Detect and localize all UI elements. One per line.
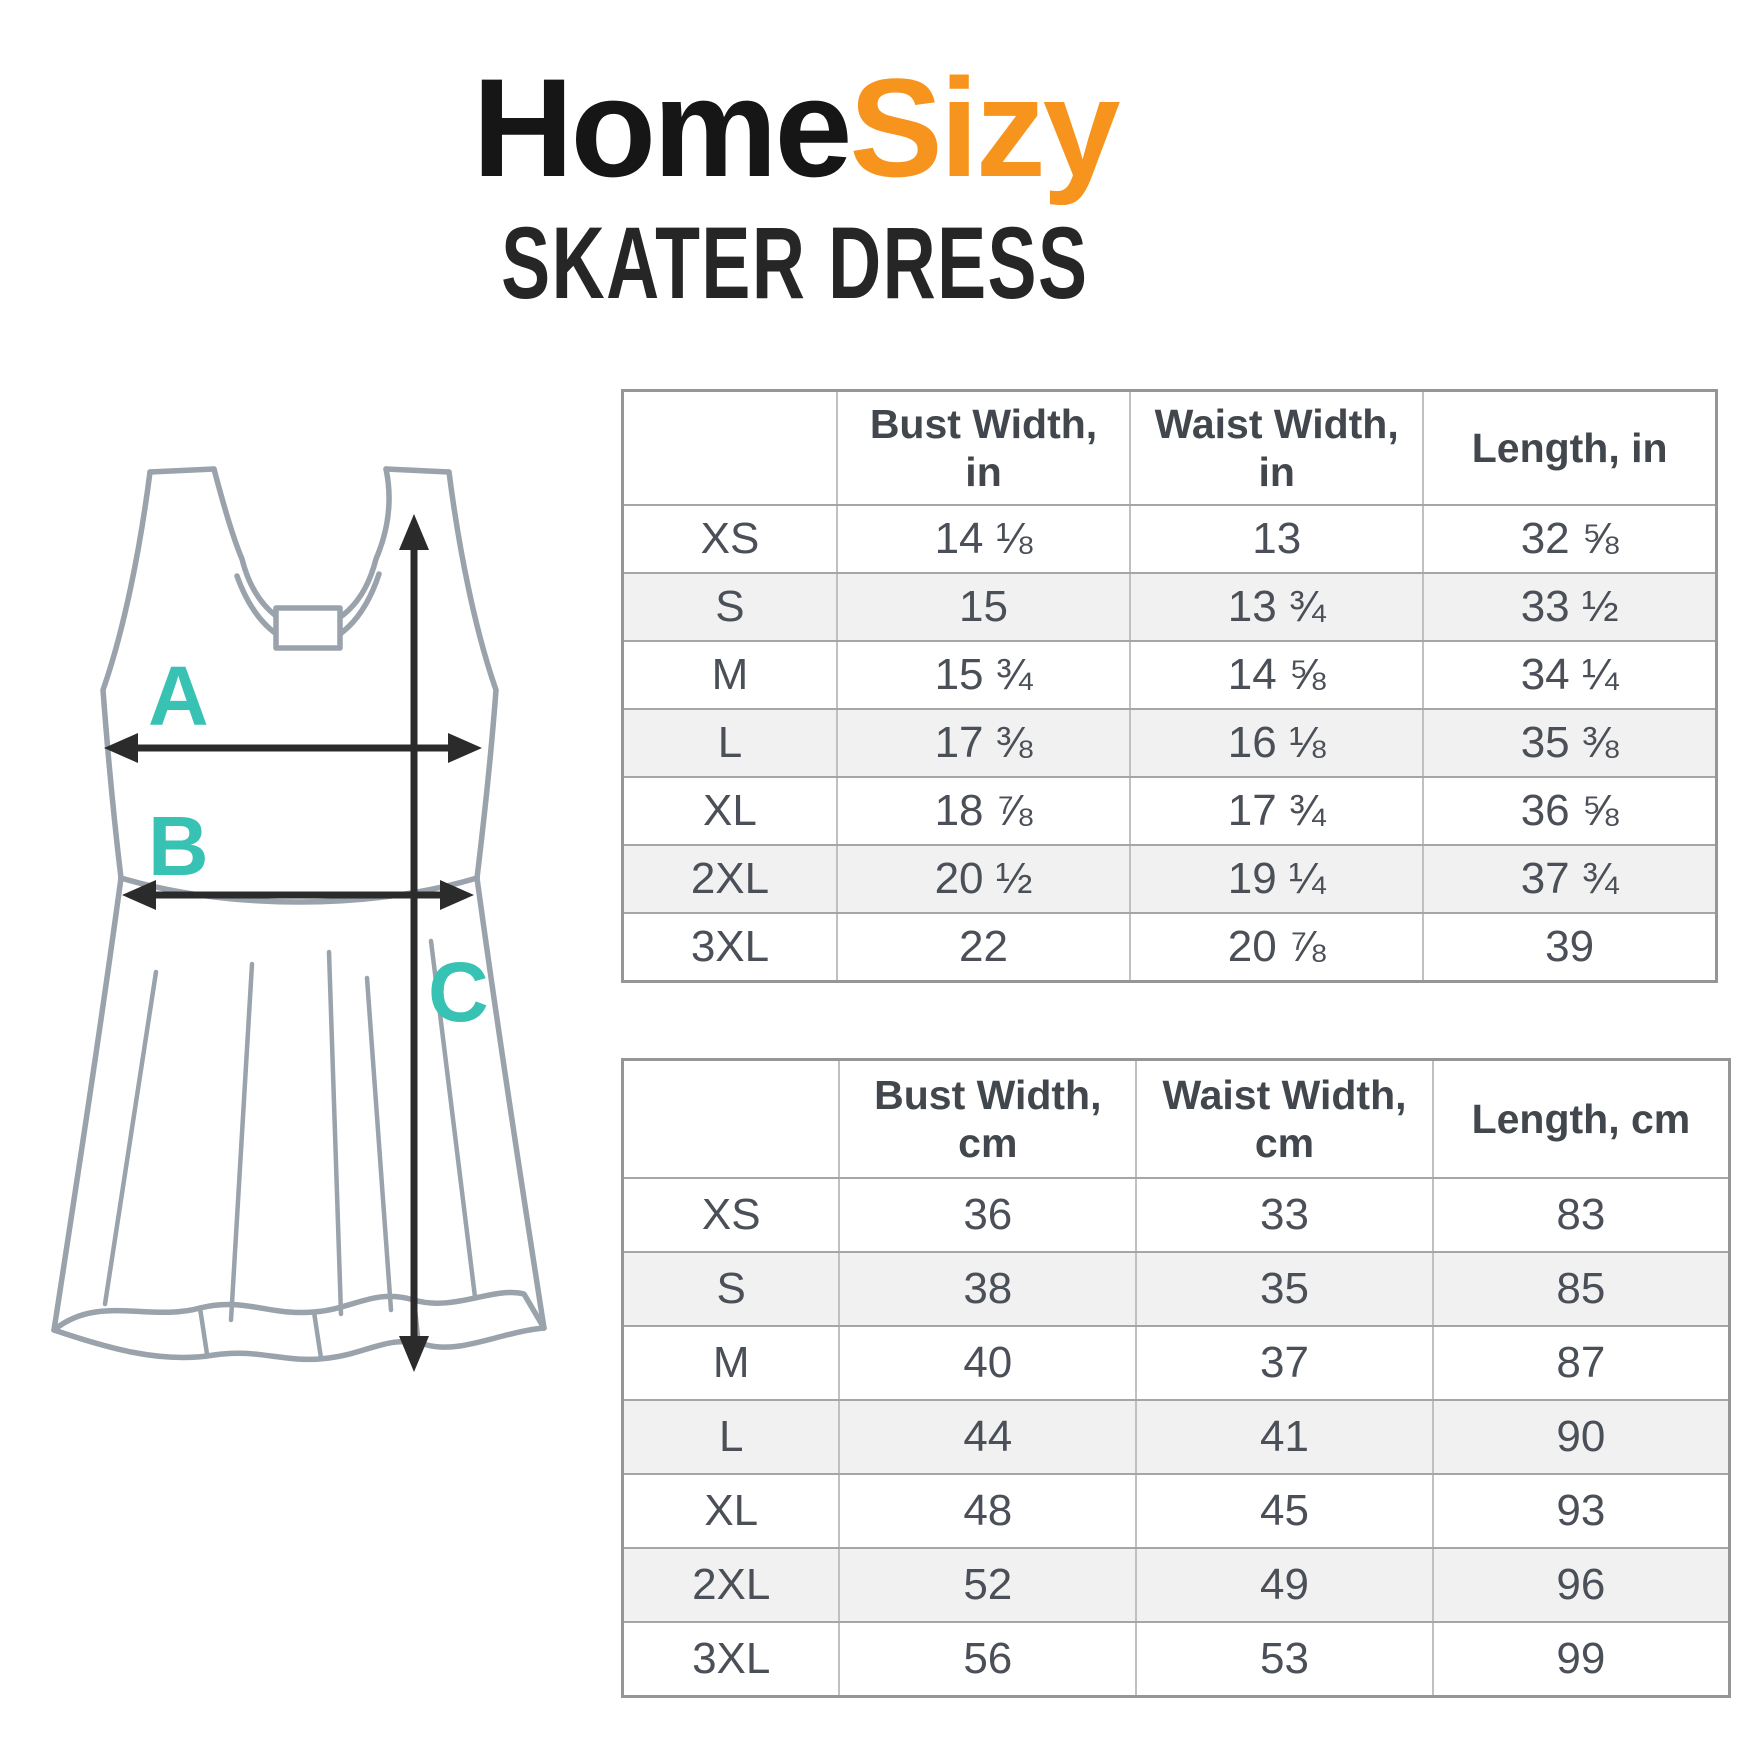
size-table-inches-wrap: Bust Width, in Waist Width, in Length, i… bbox=[621, 389, 1718, 983]
size-cell: 2XL bbox=[621, 844, 838, 914]
bust-cell: 20 ½ bbox=[835, 844, 1132, 914]
bust-cell: 48 bbox=[838, 1473, 1138, 1549]
size-cell: S bbox=[621, 1251, 841, 1327]
size-cell: 3XL bbox=[621, 1621, 841, 1698]
bust-cell: 56 bbox=[838, 1621, 1138, 1698]
logo-text-black: Home bbox=[472, 49, 852, 206]
bust-cell: 17 ⅜ bbox=[835, 708, 1132, 778]
length-cell: 33 ½ bbox=[1422, 572, 1718, 642]
length-cell: 87 bbox=[1431, 1325, 1731, 1401]
size-cell: L bbox=[621, 708, 838, 778]
corner-cell bbox=[621, 1058, 841, 1179]
dress-diagram-svg bbox=[51, 466, 547, 1372]
bust-cell: 15 ¾ bbox=[835, 640, 1132, 710]
table-row: L 17 ⅜ 16 ⅛ 35 ⅜ bbox=[621, 708, 1718, 778]
length-cell: 83 bbox=[1431, 1177, 1731, 1253]
length-header-cm: Length, cm bbox=[1431, 1058, 1731, 1179]
waist-cell: 13 bbox=[1129, 504, 1425, 574]
length-cell: 90 bbox=[1431, 1399, 1731, 1475]
size-cell: S bbox=[621, 572, 838, 642]
bust-cell: 38 bbox=[838, 1251, 1138, 1327]
table-row: 3XL 22 20 ⅞ 39 bbox=[621, 912, 1718, 983]
length-cell: 99 bbox=[1431, 1621, 1731, 1698]
waist-header-in: Waist Width, in bbox=[1129, 389, 1425, 506]
bust-cell: 36 bbox=[838, 1177, 1138, 1253]
page-title: SKATER DRESS bbox=[501, 206, 1089, 320]
table-row: M 15 ¾ 14 ⅝ 34 ¼ bbox=[621, 640, 1718, 710]
length-cell: 34 ¼ bbox=[1422, 640, 1718, 710]
length-cell: 32 ⅝ bbox=[1422, 504, 1718, 574]
size-cell: XS bbox=[621, 504, 838, 574]
length-cell: 85 bbox=[1431, 1251, 1731, 1327]
waist-cell: 35 bbox=[1135, 1251, 1434, 1327]
waist-arrow bbox=[122, 880, 474, 910]
header: HomeSizy SKATER DRESS bbox=[0, 58, 1590, 320]
length-header-in: Length, in bbox=[1422, 389, 1718, 506]
length-cell: 36 ⅝ bbox=[1422, 776, 1718, 846]
bust-arrow bbox=[104, 733, 482, 763]
bust-cell: 40 bbox=[838, 1325, 1138, 1401]
waist-dimension-label: B bbox=[148, 799, 209, 893]
brand-logo: HomeSizy bbox=[0, 58, 1590, 198]
length-cell: 37 ¾ bbox=[1422, 844, 1718, 914]
bust-header-cm: Bust Width, cm bbox=[838, 1058, 1138, 1179]
table-row: XL 48 45 93 bbox=[621, 1473, 1731, 1549]
waist-cell: 53 bbox=[1135, 1621, 1434, 1698]
size-cell: XL bbox=[621, 776, 838, 846]
size-cell: XS bbox=[621, 1177, 841, 1253]
length-cell: 39 bbox=[1422, 912, 1718, 983]
bust-cell: 52 bbox=[838, 1547, 1138, 1623]
size-table-cm-wrap: Bust Width, cm Waist Width, cm Length, c… bbox=[621, 1058, 1731, 1698]
waist-cell: 49 bbox=[1135, 1547, 1434, 1623]
length-cell: 93 bbox=[1431, 1473, 1731, 1549]
length-cell: 35 ⅜ bbox=[1422, 708, 1718, 778]
waist-cell: 14 ⅝ bbox=[1129, 640, 1425, 710]
table-row: 2XL 20 ½ 19 ¼ 37 ¾ bbox=[621, 844, 1718, 914]
bust-cell: 22 bbox=[835, 912, 1132, 983]
bust-cell: 15 bbox=[835, 572, 1132, 642]
bust-cell: 14 ⅛ bbox=[835, 504, 1132, 574]
table-row: L 44 41 90 bbox=[621, 1399, 1731, 1475]
table-header-row: Bust Width, cm Waist Width, cm Length, c… bbox=[621, 1058, 1731, 1179]
corner-cell bbox=[621, 389, 838, 506]
size-cell: 3XL bbox=[621, 912, 838, 983]
logo-text-orange: Sizy bbox=[849, 49, 1120, 206]
size-table-inches: Bust Width, in Waist Width, in Length, i… bbox=[621, 389, 1718, 983]
bust-dimension-label: A bbox=[148, 649, 209, 743]
waist-cell: 37 bbox=[1135, 1325, 1434, 1401]
table-row: XL 18 ⅞ 17 ¾ 36 ⅝ bbox=[621, 776, 1718, 846]
size-cell: 2XL bbox=[621, 1547, 841, 1623]
waist-header-cm: Waist Width, cm bbox=[1135, 1058, 1434, 1179]
dress-outline bbox=[51, 466, 547, 1363]
table-row: S 38 35 85 bbox=[621, 1251, 1731, 1327]
waist-cell: 13 ¾ bbox=[1129, 572, 1425, 642]
waist-cell: 33 bbox=[1135, 1177, 1434, 1253]
table-header-row: Bust Width, in Waist Width, in Length, i… bbox=[621, 389, 1718, 506]
size-cell: M bbox=[621, 1325, 841, 1401]
table-row: S 15 13 ¾ 33 ½ bbox=[621, 572, 1718, 642]
length-cell: 96 bbox=[1431, 1547, 1731, 1623]
bust-cell: 18 ⅞ bbox=[835, 776, 1132, 846]
dress-measurement-diagram: A B C bbox=[28, 452, 590, 1417]
size-cell: M bbox=[621, 640, 838, 710]
table-row: M 40 37 87 bbox=[621, 1325, 1731, 1401]
waist-cell: 20 ⅞ bbox=[1129, 912, 1425, 983]
waist-cell: 41 bbox=[1135, 1399, 1434, 1475]
size-cell: L bbox=[621, 1399, 841, 1475]
table-row: 3XL 56 53 99 bbox=[621, 1621, 1731, 1698]
table-row: 2XL 52 49 96 bbox=[621, 1547, 1731, 1623]
table-row: XS 14 ⅛ 13 32 ⅝ bbox=[621, 504, 1718, 574]
length-dimension-label: C bbox=[428, 945, 489, 1039]
waist-cell: 17 ¾ bbox=[1129, 776, 1425, 846]
size-cell: XL bbox=[621, 1473, 841, 1549]
length-arrow bbox=[399, 514, 429, 1372]
waist-cell: 16 ⅛ bbox=[1129, 708, 1425, 778]
bust-header-in: Bust Width, in bbox=[835, 389, 1132, 506]
table-row: XS 36 33 83 bbox=[621, 1177, 1731, 1253]
waist-cell: 19 ¼ bbox=[1129, 844, 1425, 914]
bust-cell: 44 bbox=[838, 1399, 1138, 1475]
waist-cell: 45 bbox=[1135, 1473, 1434, 1549]
size-table-cm: Bust Width, cm Waist Width, cm Length, c… bbox=[621, 1058, 1731, 1698]
